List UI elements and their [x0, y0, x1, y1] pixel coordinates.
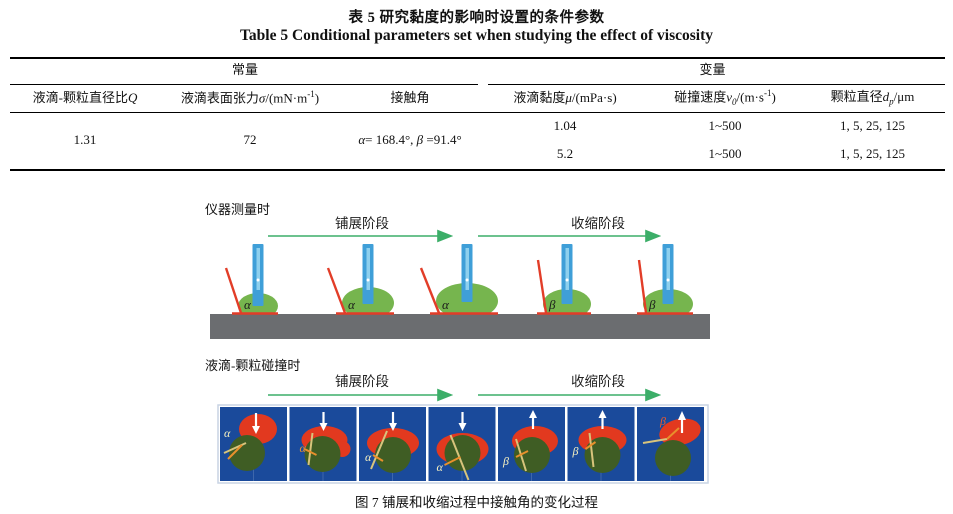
collision-panel-7: β: [637, 407, 704, 481]
figure-caption: 图 7 铺展和收缩过程中接触角的变化过程: [355, 495, 598, 510]
table-rule-top: [10, 57, 945, 59]
cell-diameter-ratio: 1.31: [73, 132, 97, 148]
instrument-measure-label: 仪器测量时: [205, 202, 271, 217]
parameters-table: 常量 变量 液滴-颗粒直径比Q 液滴表面张力σ/(mN·m-1) 接触角 液滴黏…: [10, 57, 945, 169]
table-rule-group-left: [10, 84, 478, 85]
group-header-variable: 变量: [699, 62, 726, 78]
collision-panel-3: α: [359, 407, 426, 481]
collision-panel-2: α: [289, 407, 357, 481]
table-rule-group-right: [488, 84, 945, 85]
collision-illustration: 铺展阶段 收缩阶段 α α: [217, 374, 709, 484]
panel-angle-3: α: [365, 450, 372, 464]
col-header-contact-angle: 接触角: [390, 89, 430, 105]
panel-strip-border: [217, 404, 709, 484]
col-header-surface-tension: 液滴表面张力σ/(mN·m-1): [180, 89, 320, 106]
spread-stage-label-1: 铺展阶段: [335, 216, 389, 231]
panel-angle-5: β: [502, 454, 509, 468]
col-header-impact-velocity: 碰撞速度v0/(m·s-1): [674, 88, 776, 108]
contract-stage-label-2: 收缩阶段: [571, 374, 625, 389]
group-header-constant: 常量: [231, 62, 258, 78]
col-header-particle-diameter: 颗粒直径dp/μm: [830, 88, 915, 107]
angle-label-3: α: [442, 297, 450, 312]
col-header-diameter-ratio: 液滴-颗粒直径比Q: [32, 89, 138, 105]
cell-velocity-2: 1~500: [708, 146, 742, 162]
collision-panel-6: β: [567, 407, 635, 481]
needle-icons: [252, 244, 674, 306]
panel-angle-4: α: [437, 460, 444, 474]
panel-angle-6: β: [572, 444, 579, 458]
spread-stage-label-2: 铺展阶段: [335, 374, 389, 389]
panel-angle-1: α: [224, 426, 231, 440]
instrument-measurement-illustration: 铺展阶段 收缩阶段 α α α: [210, 216, 710, 339]
table-rule-header: [10, 112, 945, 113]
angle-label-2: α: [348, 297, 356, 312]
angle-label-5: β: [648, 297, 656, 312]
col-header-viscosity: 液滴黏度μ/(mPa·s): [513, 89, 617, 105]
substrate-bar: [210, 314, 710, 339]
cell-velocity-1: 1~500: [708, 117, 742, 133]
table-rule-bottom: [10, 169, 945, 171]
collision-label: 液滴-颗粒碰撞时: [205, 358, 301, 373]
panel-angle-2: α: [300, 441, 307, 455]
table-title-cn: 表 5 研究黏度的影响时设置的条件参数: [348, 10, 605, 26]
tangent-lines: [224, 259, 693, 315]
angle-label-4: β: [548, 297, 556, 312]
panel-angle-7: β: [659, 414, 666, 428]
cell-diameter-1: 1, 5, 25, 125: [840, 117, 905, 133]
cell-diameter-2: 1, 5, 25, 125: [840, 146, 905, 162]
angle-label-1: α: [244, 297, 252, 312]
cell-viscosity-1: 1.04: [553, 117, 577, 133]
collision-panel-1: α: [220, 407, 287, 481]
table-title-en: Table 5 Conditional parameters set when …: [239, 27, 713, 44]
cell-contact-angle: α= 168.4°, β =91.4°: [358, 132, 462, 148]
cell-surface-tension: 72: [243, 132, 257, 148]
collision-panel-4: α: [428, 407, 496, 481]
cell-viscosity-2: 5.2: [556, 146, 574, 162]
contract-stage-label-1: 收缩阶段: [571, 216, 625, 231]
collision-panel-5: β: [498, 407, 565, 481]
